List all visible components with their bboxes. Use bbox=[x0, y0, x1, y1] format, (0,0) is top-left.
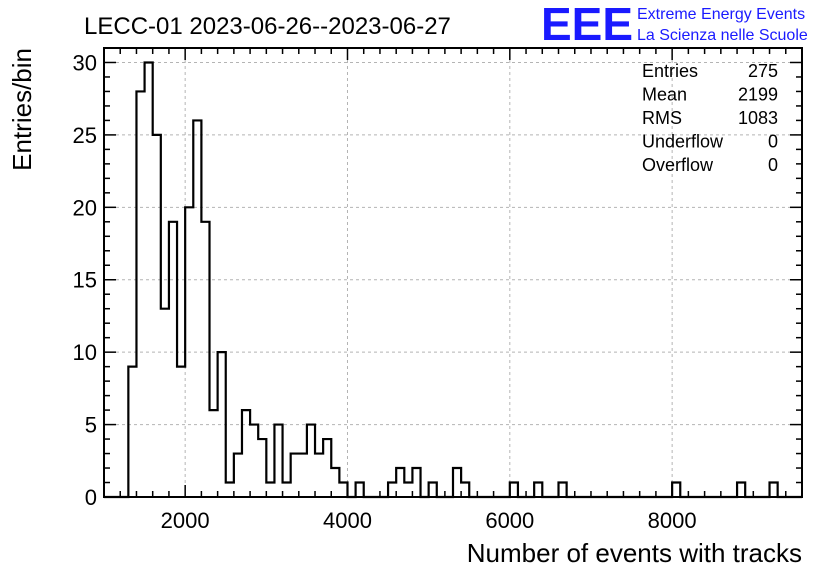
y-tick-label: 20 bbox=[73, 195, 97, 220]
stat-label-entries: Entries bbox=[642, 61, 698, 81]
x-tick-label: 6000 bbox=[485, 508, 534, 533]
y-tick-label: 25 bbox=[73, 123, 97, 148]
logo: EEE Extreme Energy Events La Scienza nel… bbox=[541, 0, 808, 50]
y-tick-labels: 0 5 10 15 20 25 30 bbox=[73, 50, 97, 510]
x-tick-label: 4000 bbox=[323, 508, 372, 533]
y-axis-label: Entries/bin bbox=[7, 48, 37, 171]
x-axis-label: Number of events with tracks bbox=[467, 538, 802, 568]
y-tick-label: 15 bbox=[73, 268, 97, 293]
plot-frame bbox=[103, 47, 803, 498]
y-tick-label: 10 bbox=[73, 340, 97, 365]
stat-value-rms: 1083 bbox=[738, 108, 778, 128]
stat-label-overflow: Overflow bbox=[642, 155, 714, 175]
logo-line-1: Extreme Energy Events bbox=[637, 6, 805, 23]
x-tick-label: 8000 bbox=[648, 508, 697, 533]
logo-mark: EEE bbox=[541, 0, 633, 50]
stats-box: Entries 275 Mean 2199 RMS 1083 Underflow 0 Overf… bbox=[642, 61, 778, 175]
stat-label-underflow: Underflow bbox=[642, 132, 724, 152]
stat-label-mean: Mean bbox=[642, 85, 687, 105]
stat-label-rms: RMS bbox=[642, 108, 682, 128]
stat-value-underflow: 0 bbox=[768, 132, 778, 152]
x-tick-labels: 2000 4000 6000 8000 bbox=[161, 508, 697, 533]
y-tick-label: 30 bbox=[73, 50, 97, 75]
x-tick-label: 2000 bbox=[161, 508, 210, 533]
grid bbox=[104, 48, 802, 497]
stat-value-overflow: 0 bbox=[768, 155, 778, 175]
stat-value-entries: 275 bbox=[748, 61, 778, 81]
y-tick-label: 5 bbox=[85, 413, 97, 438]
y-tick-label: 0 bbox=[85, 485, 97, 510]
stat-value-mean: 2199 bbox=[738, 85, 778, 105]
axis-ticks bbox=[103, 47, 803, 498]
chart-title: LECC-01 2023-06-26--2023-06-27 bbox=[84, 13, 451, 40]
logo-line-2: La Scienza nelle Scuole bbox=[637, 27, 808, 44]
